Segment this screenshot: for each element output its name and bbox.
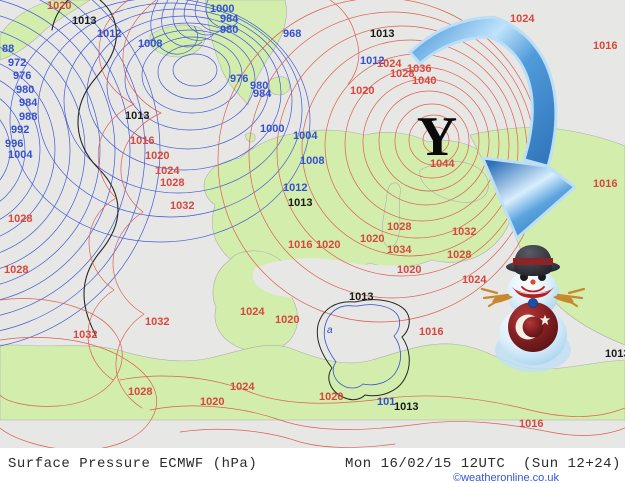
svg-text:1013: 1013 [370,28,394,40]
svg-text:1013: 1013 [394,401,418,413]
svg-text:1008: 1008 [138,38,162,50]
svg-text:992: 992 [11,124,29,136]
svg-text:988: 988 [19,111,37,123]
svg-text:1024: 1024 [155,165,180,177]
svg-text:1020: 1020 [275,314,299,326]
svg-text:1024: 1024 [230,381,255,393]
svg-text:1013: 1013 [288,197,312,209]
svg-text:976: 976 [13,70,31,82]
svg-text:1028: 1028 [447,249,471,261]
svg-text:1012: 1012 [97,28,121,40]
svg-text:1020: 1020 [397,264,421,276]
svg-text:1040: 1040 [412,75,436,87]
svg-text:1016: 1016 [593,40,617,52]
svg-text:1020: 1020 [360,233,384,245]
svg-text:976: 976 [230,73,248,85]
svg-text:1024: 1024 [462,274,487,286]
svg-text:1004: 1004 [8,149,33,161]
svg-text:1016: 1016 [288,239,312,251]
svg-text:1028: 1028 [8,213,32,225]
svg-text:1020: 1020 [200,396,224,408]
svg-text:1028: 1028 [128,386,152,398]
svg-text:a: a [327,325,333,336]
svg-text:1032: 1032 [73,329,97,341]
svg-text:1012: 1012 [283,182,307,194]
svg-text:1020: 1020 [47,0,71,12]
svg-text:1020: 1020 [350,85,374,97]
svg-text:972: 972 [8,57,26,69]
svg-text:1016: 1016 [130,135,154,147]
svg-text:968: 968 [283,28,301,40]
svg-text:1028: 1028 [160,177,184,189]
svg-text:101: 101 [377,396,395,408]
svg-text:1032: 1032 [452,226,476,238]
svg-text:1028: 1028 [387,221,411,233]
svg-text:1032: 1032 [170,200,194,212]
svg-text:88: 88 [2,43,14,55]
svg-text:1000: 1000 [260,123,284,135]
svg-text:1020: 1020 [145,150,169,162]
svg-text:1013: 1013 [349,291,373,303]
svg-text:1008: 1008 [300,155,324,167]
svg-text:1034: 1034 [387,244,412,256]
svg-text:1013: 1013 [125,110,149,122]
svg-text:1024: 1024 [240,306,265,318]
svg-text:1020: 1020 [316,239,340,251]
svg-text:1016: 1016 [593,178,617,190]
svg-text:1004: 1004 [293,130,318,142]
svg-text:1028: 1028 [390,68,414,80]
svg-text:Y: Y [417,106,457,168]
svg-text:984: 984 [253,88,272,100]
svg-text:980: 980 [16,84,34,96]
svg-text:1020: 1020 [319,391,343,403]
svg-text:980: 980 [220,24,238,36]
svg-text:1013: 1013 [605,348,625,360]
svg-text:1016: 1016 [519,418,543,430]
svg-text:1032: 1032 [145,316,169,328]
svg-text:1024: 1024 [510,13,535,25]
svg-text:1016: 1016 [419,326,443,338]
svg-text:1013: 1013 [72,15,96,27]
svg-text:1028: 1028 [4,264,28,276]
svg-text:984: 984 [19,97,38,109]
